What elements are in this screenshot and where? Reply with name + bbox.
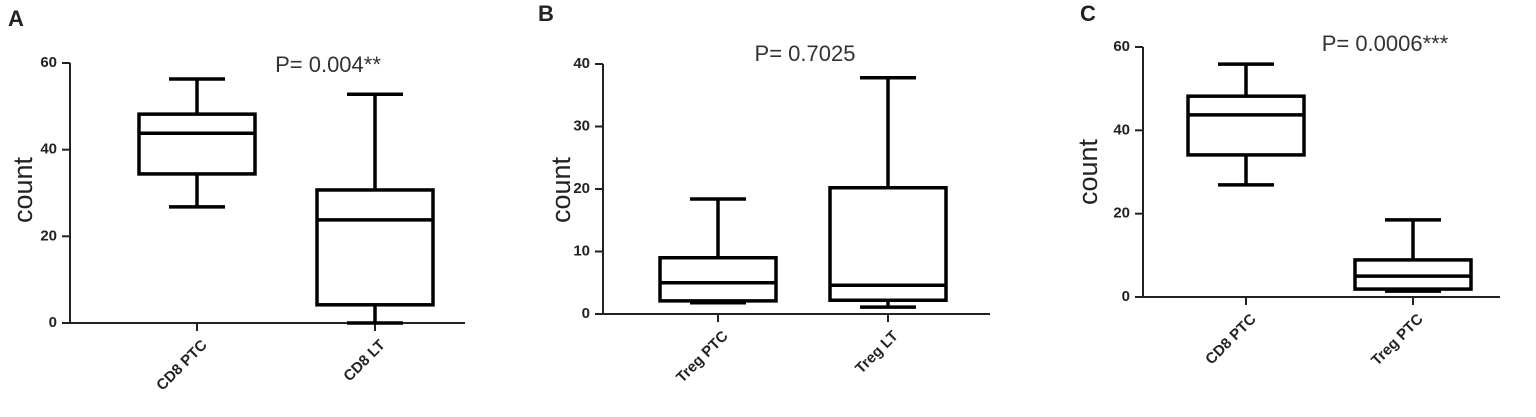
panel-label: C [1080, 1, 1096, 26]
y-tick-label: 40 [573, 55, 590, 72]
y-tick-label: 20 [573, 180, 590, 197]
box [1186, 94, 1306, 157]
box [828, 186, 948, 302]
y-axis-label: count [1073, 138, 1103, 205]
box [658, 256, 778, 303]
y-tick-label: 10 [573, 242, 590, 259]
y-tick-label: 20 [1113, 205, 1130, 222]
annotation: P= 0.7025 [755, 41, 856, 66]
y-axis-label: count [546, 156, 576, 223]
x-tick-label: CD8 PTC [1202, 311, 1260, 369]
panel-label: A [8, 6, 24, 31]
y-axis-label: count [8, 156, 38, 223]
y-tick-label: 0 [1122, 288, 1130, 305]
box [137, 112, 257, 176]
box [315, 188, 435, 307]
y-tick-label: 60 [1113, 38, 1130, 55]
x-tick-label: Treg LT [852, 328, 902, 378]
x-tick-label: CD8 LT [340, 337, 388, 385]
y-tick-label: 0 [49, 314, 57, 331]
x-tick-label: Treg PTC [1368, 311, 1427, 370]
y-tick-label: 60 [40, 54, 57, 71]
x-tick-label: Treg PTC [673, 328, 732, 387]
annotation: P= 0.0006*** [1322, 31, 1449, 56]
y-tick-label: 20 [40, 227, 57, 244]
y-tick-label: 0 [582, 305, 590, 322]
panel-label: B [538, 1, 554, 26]
x-tick-label: CD8 PTC [153, 337, 211, 395]
y-tick-label: 30 [573, 117, 590, 134]
annotation: P= 0.004** [275, 52, 381, 77]
y-tick-label: 40 [1113, 121, 1130, 138]
y-tick-label: 40 [40, 141, 57, 158]
